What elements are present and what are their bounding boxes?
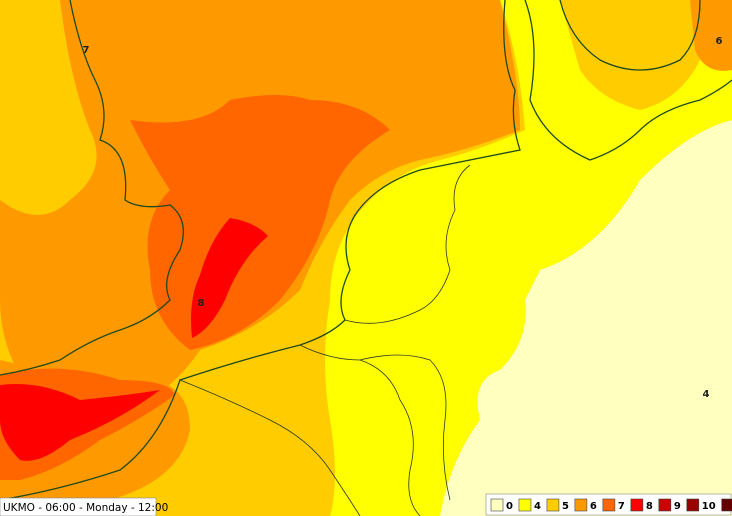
legend-label: 5 xyxy=(562,501,569,512)
legend-label: 6 xyxy=(590,501,597,512)
legend-swatch xyxy=(546,498,560,512)
caption: UKMO - 06:00 - Monday - 12:00 xyxy=(3,502,168,514)
contour-label: 4 xyxy=(703,389,710,400)
border xyxy=(299,344,421,516)
contour-label: 7 xyxy=(83,45,90,56)
legend-swatch xyxy=(602,498,616,512)
coastline xyxy=(559,0,701,71)
legend-label: 8 xyxy=(646,501,653,512)
border xyxy=(344,164,471,324)
area-level xyxy=(440,120,732,516)
contour-label: 8 xyxy=(198,298,205,309)
legend-swatch xyxy=(490,498,504,512)
coastline xyxy=(524,0,732,161)
legend-swatch xyxy=(518,498,532,512)
coastline xyxy=(0,0,184,376)
area-level xyxy=(130,95,390,350)
legend-swatch xyxy=(658,498,672,512)
legend: 04567891011 xyxy=(490,498,732,512)
area-level xyxy=(0,384,160,461)
legend-label: 10 xyxy=(702,501,716,512)
legend-label: 7 xyxy=(618,501,625,512)
legend-swatch xyxy=(630,498,644,512)
caption-box xyxy=(0,497,157,516)
legend-swatch xyxy=(574,498,588,512)
legend-label: 4 xyxy=(534,501,541,512)
contour-label: 6 xyxy=(716,36,723,47)
area-level xyxy=(690,0,732,71)
legend-label: 9 xyxy=(674,501,681,512)
legend-swatch xyxy=(686,498,700,512)
coastline xyxy=(0,0,521,501)
border xyxy=(179,379,361,516)
legend-swatch xyxy=(721,498,732,512)
legend-label: 0 xyxy=(506,501,513,512)
area-level xyxy=(191,218,268,338)
border xyxy=(359,354,451,501)
area-level xyxy=(560,0,700,110)
